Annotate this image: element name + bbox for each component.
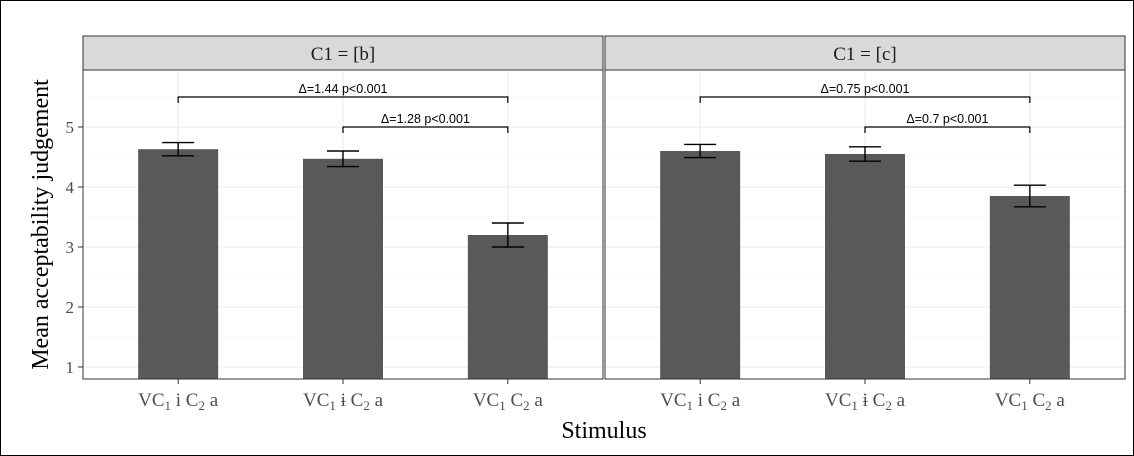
x-tick-label: VC1 ɨ C2 a <box>825 390 906 413</box>
tick-label-middle: ɨ C <box>858 390 885 411</box>
x-axis-title: Stimulus <box>561 418 646 444</box>
tick-label-base: VC <box>995 390 1021 411</box>
significance-bracket: Δ=0.7 p<0.001 <box>864 112 1031 133</box>
tick-label-middle: C <box>1028 390 1045 411</box>
tick-label-middle: C <box>506 390 523 411</box>
panel-1: Δ=1.44 p<0.001 Δ=1.28 p<0.001 C1 = [b] VC1 … <box>82 35 604 413</box>
tick-label-subscript: 2 <box>198 398 205 413</box>
tick-label-tail: a <box>1052 390 1066 411</box>
bracket-label: Δ=1.44 p<0.001 <box>299 82 388 96</box>
tick-label-subscript: 2 <box>720 398 727 413</box>
tick-label-tail: a <box>727 390 741 411</box>
tick-label-subscript: 1 <box>851 398 858 413</box>
tick-label-subscript: 1 <box>499 398 506 413</box>
bar <box>660 151 741 379</box>
y-tick-label: 5 <box>66 118 75 137</box>
bar <box>825 154 905 379</box>
bracket-line <box>864 126 1031 133</box>
panel-strip-label: C1 = [c] <box>833 44 896 65</box>
tick-label-subscript: 1 <box>165 398 172 413</box>
significance-bracket: Δ=1.28 p<0.001 <box>342 112 509 133</box>
tick-label-subscript: 2 <box>523 398 530 413</box>
error-bar <box>1013 184 1046 208</box>
y-tick-label: 1 <box>66 358 75 377</box>
bracket-line <box>342 126 509 133</box>
bracket-line <box>699 96 1031 103</box>
bracket-label: Δ=0.7 p<0.001 <box>906 112 988 126</box>
tick-label-subscript: 2 <box>363 398 370 413</box>
bar <box>467 235 548 379</box>
tick-label-subscript: 1 <box>329 398 336 413</box>
bar <box>138 149 219 379</box>
panel-strip-label: C1 = [b] <box>311 44 376 65</box>
x-tick-label: VC1 C2 a <box>473 390 544 413</box>
y-tick-label: 2 <box>66 298 75 317</box>
x-tick-label: VC1 i C2 a <box>138 390 219 413</box>
tick-label-subscript: 2 <box>885 398 892 413</box>
tick-label-tail: a <box>370 390 384 411</box>
bracket-label: Δ=1.28 p<0.001 <box>381 112 470 126</box>
tick-label-tail: a <box>530 390 544 411</box>
tick-label-base: VC <box>473 390 499 411</box>
panel-strip <box>82 35 604 71</box>
panels-layer: Δ=1.44 p<0.001 Δ=1.28 p<0.001 C1 = [b] VC1 … <box>82 35 1126 413</box>
x-tick-label: VC1 ɨ C2 a <box>303 390 384 413</box>
y-tick-label: 3 <box>66 238 75 257</box>
tick-label-base: VC <box>138 390 164 411</box>
error-bar <box>491 222 524 248</box>
bar <box>303 158 383 379</box>
tick-label-middle: ɨ C <box>336 390 363 411</box>
y-axis-title: Mean acceptability judgement <box>28 79 54 370</box>
y-tick-label: 4 <box>66 178 75 197</box>
bracket-label: Δ=0.75 p<0.001 <box>821 82 910 96</box>
error-bar <box>327 150 359 168</box>
tick-label-middle: i C <box>171 390 198 411</box>
significance-bracket: Δ=1.44 p<0.001 <box>177 82 509 103</box>
x-tick-label: VC1 i C2 a <box>660 390 741 413</box>
y-axis-ticks: 1 2 3 4 5 <box>66 118 83 377</box>
tick-label-base: VC <box>660 390 686 411</box>
error-bar <box>684 143 717 159</box>
bar <box>989 196 1070 379</box>
bracket-line <box>177 96 509 103</box>
significance-bracket: Δ=0.75 p<0.001 <box>699 82 1031 103</box>
tick-label-tail: a <box>205 390 219 411</box>
x-tick-label: VC1 C2 a <box>995 390 1066 413</box>
tick-label-subscript: 1 <box>1021 398 1028 413</box>
error-bar <box>849 146 881 162</box>
panel-strip <box>604 35 1126 71</box>
error-bar <box>162 141 195 157</box>
tick-label-base: VC <box>825 390 851 411</box>
tick-label-middle: i C <box>693 390 720 411</box>
tick-label-tail: a <box>892 390 906 411</box>
tick-label-subscript: 2 <box>1045 398 1052 413</box>
tick-label-subscript: 1 <box>687 398 694 413</box>
tick-label-base: VC <box>303 390 329 411</box>
